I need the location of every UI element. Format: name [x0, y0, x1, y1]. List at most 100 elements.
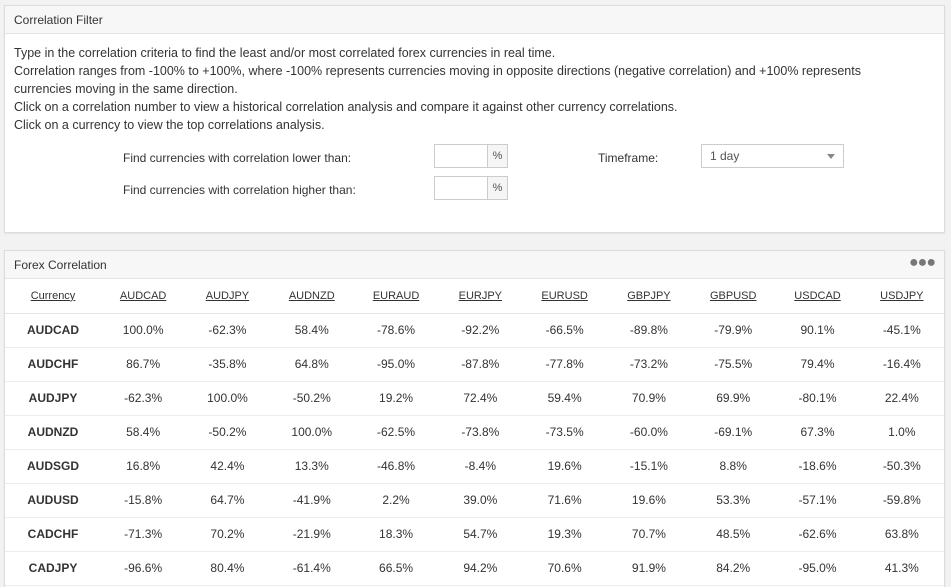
correlation-cell[interactable]: 58.4% — [269, 313, 354, 348]
correlation-cell[interactable]: 53.3% — [691, 483, 776, 518]
correlation-cell[interactable]: 67.3% — [775, 415, 860, 450]
column-header-eurjpy[interactable]: EURJPY — [438, 279, 523, 314]
correlation-cell[interactable]: -66.5% — [522, 313, 607, 348]
correlation-cell[interactable]: 42.4% — [185, 449, 270, 484]
correlation-cell[interactable]: -92.2% — [438, 313, 523, 348]
correlation-cell[interactable]: 48.5% — [691, 517, 776, 552]
correlation-cell[interactable]: -80.1% — [775, 381, 860, 416]
correlation-cell[interactable]: -15.8% — [101, 483, 186, 518]
column-header-gbpusd[interactable]: GBPUSD — [691, 279, 776, 314]
column-header-currency[interactable]: Currency — [5, 279, 101, 314]
correlation-cell[interactable]: -62.6% — [775, 517, 860, 552]
correlation-cell[interactable]: 39.0% — [438, 483, 523, 518]
correlation-cell[interactable]: 1.0% — [859, 415, 944, 450]
column-header-audjpy[interactable]: AUDJPY — [185, 279, 270, 314]
correlation-cell[interactable]: -45.1% — [859, 313, 944, 348]
row-currency-audusd[interactable]: AUDUSD — [5, 483, 101, 518]
correlation-cell[interactable]: 94.2% — [438, 551, 523, 586]
correlation-cell[interactable]: 86.7% — [101, 347, 186, 382]
correlation-cell[interactable]: -50.2% — [269, 381, 354, 416]
correlation-cell[interactable]: -50.3% — [859, 449, 944, 484]
row-currency-cadchf[interactable]: CADCHF — [5, 517, 101, 552]
row-currency-audsgd[interactable]: AUDSGD — [5, 449, 101, 484]
correlation-cell[interactable]: -87.8% — [438, 347, 523, 382]
correlation-cell[interactable]: 79.4% — [775, 347, 860, 382]
correlation-cell[interactable]: 90.1% — [775, 313, 860, 348]
correlation-cell[interactable]: 66.5% — [353, 551, 439, 586]
correlation-cell[interactable]: 91.9% — [606, 551, 692, 586]
correlation-cell[interactable]: -71.3% — [101, 517, 186, 552]
correlation-cell[interactable]: -62.3% — [185, 313, 270, 348]
correlation-cell[interactable]: 63.8% — [859, 517, 944, 552]
higher-than-input[interactable] — [434, 176, 488, 200]
correlation-cell[interactable]: 16.8% — [101, 449, 186, 484]
correlation-cell[interactable]: -73.2% — [606, 347, 692, 382]
correlation-cell[interactable]: -77.8% — [522, 347, 607, 382]
correlation-cell[interactable]: -73.5% — [522, 415, 607, 450]
column-header-audcad[interactable]: AUDCAD — [101, 279, 186, 314]
correlation-cell[interactable]: -41.9% — [269, 483, 354, 518]
correlation-cell[interactable]: -8.4% — [438, 449, 523, 484]
correlation-cell[interactable]: 18.3% — [353, 517, 439, 552]
correlation-cell[interactable]: -57.1% — [775, 483, 860, 518]
row-currency-audnzd[interactable]: AUDNZD — [5, 415, 101, 450]
correlation-cell[interactable]: 100.0% — [101, 313, 186, 348]
correlation-cell[interactable]: -16.4% — [859, 347, 944, 382]
row-currency-audjpy[interactable]: AUDJPY — [5, 381, 101, 416]
correlation-cell[interactable]: 100.0% — [269, 415, 354, 450]
correlation-cell[interactable]: -35.8% — [185, 347, 270, 382]
column-header-audnzd[interactable]: AUDNZD — [269, 279, 354, 314]
correlation-cell[interactable]: 70.2% — [185, 517, 270, 552]
correlation-cell[interactable]: 13.3% — [269, 449, 354, 484]
correlation-cell[interactable]: 8.8% — [691, 449, 776, 484]
correlation-cell[interactable]: 100.0% — [185, 381, 270, 416]
correlation-cell[interactable]: 64.7% — [185, 483, 270, 518]
correlation-cell[interactable]: -69.1% — [691, 415, 776, 450]
column-header-usdjpy[interactable]: USDJPY — [859, 279, 944, 314]
correlation-cell[interactable]: -50.2% — [185, 415, 270, 450]
column-header-usdcad[interactable]: USDCAD — [775, 279, 860, 314]
correlation-cell[interactable]: -15.1% — [606, 449, 692, 484]
correlation-cell[interactable]: 54.7% — [438, 517, 523, 552]
correlation-cell[interactable]: -95.0% — [353, 347, 439, 382]
correlation-cell[interactable]: 64.8% — [269, 347, 354, 382]
timeframe-select[interactable]: 1 day — [701, 144, 844, 168]
more-dots-icon[interactable]: ●●● — [909, 253, 936, 271]
correlation-cell[interactable]: 19.3% — [522, 517, 607, 552]
correlation-cell[interactable]: 72.4% — [438, 381, 523, 416]
correlation-cell[interactable]: 19.6% — [606, 483, 692, 518]
correlation-cell[interactable]: 71.6% — [522, 483, 607, 518]
correlation-cell[interactable]: -46.8% — [353, 449, 439, 484]
correlation-cell[interactable]: 58.4% — [101, 415, 186, 450]
column-header-eurusd[interactable]: EURUSD — [522, 279, 607, 314]
correlation-cell[interactable]: -75.5% — [691, 347, 776, 382]
correlation-cell[interactable]: 59.4% — [522, 381, 607, 416]
correlation-cell[interactable]: -95.0% — [775, 551, 860, 586]
correlation-cell[interactable]: -62.5% — [353, 415, 439, 450]
column-header-gbpjpy[interactable]: GBPJPY — [606, 279, 692, 314]
correlation-cell[interactable]: -96.6% — [101, 551, 186, 586]
correlation-cell[interactable]: 70.6% — [522, 551, 607, 586]
correlation-cell[interactable]: -79.9% — [691, 313, 776, 348]
correlation-cell[interactable]: -61.4% — [269, 551, 354, 586]
lower-than-input[interactable] — [434, 144, 488, 168]
correlation-cell[interactable]: -18.6% — [775, 449, 860, 484]
correlation-cell[interactable]: 19.2% — [353, 381, 439, 416]
correlation-cell[interactable]: 69.9% — [691, 381, 776, 416]
correlation-cell[interactable]: 2.2% — [353, 483, 439, 518]
correlation-cell[interactable]: -78.6% — [353, 313, 439, 348]
correlation-cell[interactable]: -59.8% — [859, 483, 944, 518]
correlation-cell[interactable]: 70.7% — [606, 517, 692, 552]
correlation-cell[interactable]: -62.3% — [101, 381, 186, 416]
correlation-cell[interactable]: -73.8% — [438, 415, 523, 450]
correlation-cell[interactable]: 70.9% — [606, 381, 692, 416]
correlation-cell[interactable]: 19.6% — [522, 449, 607, 484]
correlation-cell[interactable]: 22.4% — [859, 381, 944, 416]
row-currency-audchf[interactable]: AUDCHF — [5, 347, 101, 382]
row-currency-cadjpy[interactable]: CADJPY — [5, 551, 101, 586]
row-currency-audcad[interactable]: AUDCAD — [5, 313, 101, 348]
correlation-cell[interactable]: 41.3% — [859, 551, 944, 586]
column-header-euraud[interactable]: EURAUD — [353, 279, 439, 314]
correlation-cell[interactable]: -21.9% — [269, 517, 354, 552]
correlation-cell[interactable]: 80.4% — [185, 551, 270, 586]
